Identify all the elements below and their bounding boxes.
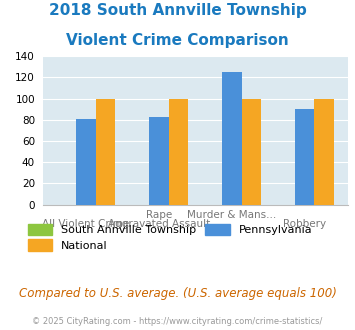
Text: Rape: Rape <box>146 210 172 219</box>
Bar <box>315 99 334 205</box>
Bar <box>295 109 315 205</box>
Bar <box>76 119 96 205</box>
Text: Murder & Mans...: Murder & Mans... <box>187 210 276 219</box>
Bar <box>96 99 115 205</box>
Text: © 2025 CityRating.com - https://www.cityrating.com/crime-statistics/: © 2025 CityRating.com - https://www.city… <box>32 317 323 326</box>
Text: All Violent Crime: All Violent Crime <box>42 219 130 229</box>
Text: Aggravated Assault: Aggravated Assault <box>108 219 210 229</box>
Bar <box>241 99 261 205</box>
Bar <box>169 99 189 205</box>
Text: 2018 South Annville Township: 2018 South Annville Township <box>49 3 306 18</box>
Text: Violent Crime Comparison: Violent Crime Comparison <box>66 33 289 48</box>
Text: Compared to U.S. average. (U.S. average equals 100): Compared to U.S. average. (U.S. average … <box>18 287 337 300</box>
Bar <box>222 72 241 205</box>
Bar <box>149 116 169 205</box>
Legend: South Annville Township, National, Pennsylvania: South Annville Township, National, Penns… <box>23 219 317 255</box>
Text: Robbery: Robbery <box>283 219 326 229</box>
